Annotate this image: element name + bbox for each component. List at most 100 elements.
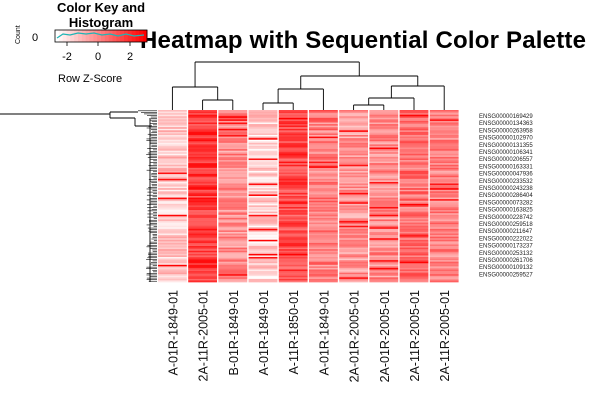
heatmap-cell (158, 147, 187, 150)
row-dendrogram (0, 110, 157, 282)
heatmap-cell (309, 111, 338, 114)
heatmap-cell (369, 169, 399, 172)
heatmap-cell (218, 174, 248, 177)
heatmap-cell (248, 256, 278, 259)
heatmap-cell (429, 150, 459, 153)
column-dendrogram (171, 61, 445, 110)
heatmap-cell (188, 177, 217, 180)
heatmap-cell (188, 189, 217, 192)
heatmap-cell (309, 188, 338, 191)
heatmap-cell (369, 119, 399, 122)
heatmap-cell (309, 125, 338, 128)
heatmap-cell (309, 136, 338, 139)
heatmap-cell (339, 227, 368, 230)
heatmap-cell (369, 135, 399, 137)
heatmap-cell (218, 128, 248, 131)
heatmap-cell (399, 250, 429, 253)
heatmap-cell (309, 185, 338, 187)
heatmap-cell (218, 267, 248, 270)
heatmap-cell (188, 120, 217, 123)
heatmap-cell (309, 228, 338, 231)
heatmap-cell (309, 278, 338, 281)
heatmap-cell (218, 113, 248, 116)
heatmap-cell (248, 156, 278, 159)
heatmap-cell (248, 275, 278, 278)
heatmap-cell (339, 264, 368, 267)
heatmap-cell (218, 269, 248, 272)
heatmap-cell (309, 263, 338, 266)
heatmap-cell (339, 206, 368, 209)
heatmap-cell (399, 236, 429, 239)
row-label: ENSG00000109132 (479, 265, 533, 271)
heatmap-cell (309, 138, 338, 141)
heatmap-cell (158, 144, 187, 147)
heatmap-cell (188, 269, 217, 272)
heatmap-cell (429, 256, 459, 259)
heatmap-cell (309, 152, 338, 155)
heatmap-cell (248, 183, 278, 186)
heatmap-cell (248, 192, 278, 195)
heatmap-cell (158, 152, 187, 155)
row-label: ENSG00000206557 (479, 157, 533, 163)
heatmap-cell (248, 253, 278, 256)
heatmap-cell (248, 169, 278, 172)
row-label: ENSG00000173237 (479, 244, 533, 250)
heatmap-cell (278, 260, 308, 263)
heatmap-cell (188, 225, 217, 228)
heatmap-cell (309, 141, 338, 144)
heatmap-cell (278, 241, 308, 244)
heatmap-cell (218, 277, 248, 280)
heatmap-cell (278, 117, 308, 120)
heatmap-cell (399, 158, 429, 161)
heatmap-cell (158, 113, 187, 116)
heatmap-cell (399, 200, 429, 203)
heatmap-cell (399, 225, 429, 228)
heatmap-cell (218, 142, 248, 145)
heatmap-cell (248, 160, 278, 162)
heatmap-cell (429, 202, 459, 205)
heatmap-cell (188, 128, 217, 131)
heatmap-cell (309, 230, 338, 233)
heatmap-cell (369, 260, 399, 263)
heatmap-cell (158, 161, 187, 164)
heatmap-cell (188, 174, 217, 177)
heatmap-cell (339, 110, 368, 112)
heatmap-cell (369, 139, 399, 142)
heatmap-cell (429, 222, 459, 225)
heatmap-cell (369, 208, 399, 211)
heatmap-cell (158, 120, 187, 123)
heatmap-cell (429, 264, 459, 267)
heatmap-cell (218, 188, 248, 191)
heatmap-cell (399, 242, 429, 245)
heatmap-cell (429, 247, 459, 250)
heatmap-cell (158, 166, 187, 169)
heatmap-cell (309, 222, 338, 225)
heatmap-cell (188, 222, 217, 225)
heatmap-cell (339, 250, 368, 253)
heatmap-cell (188, 166, 217, 169)
heatmap-cell (248, 210, 278, 212)
heatmap-cell (309, 225, 338, 228)
heatmap-cell (339, 158, 368, 161)
heatmap-cell (158, 264, 187, 267)
heatmap-cell (339, 233, 368, 236)
heatmap-cell (309, 113, 338, 116)
heatmap-cell (218, 216, 248, 219)
heatmap-cell (309, 224, 338, 227)
heatmap-cell (158, 208, 187, 211)
heatmap-cell (399, 113, 429, 116)
heatmap-cell (339, 211, 368, 214)
heatmap-cell (399, 247, 429, 250)
heatmap-cell (369, 197, 399, 200)
heatmap-cell (278, 163, 308, 166)
column-label: 2A-11R-2005-01 (438, 290, 452, 382)
heatmap-cell (158, 266, 187, 269)
heatmap-cell (188, 127, 217, 130)
heatmap-cell (248, 267, 278, 270)
heatmap-cell (339, 175, 368, 178)
heatmap-cell (399, 153, 429, 156)
key-tick-label: 2 (127, 51, 133, 63)
heatmap-cell (278, 264, 308, 267)
heatmap-cell (429, 272, 459, 275)
heatmap-cell (248, 246, 278, 248)
